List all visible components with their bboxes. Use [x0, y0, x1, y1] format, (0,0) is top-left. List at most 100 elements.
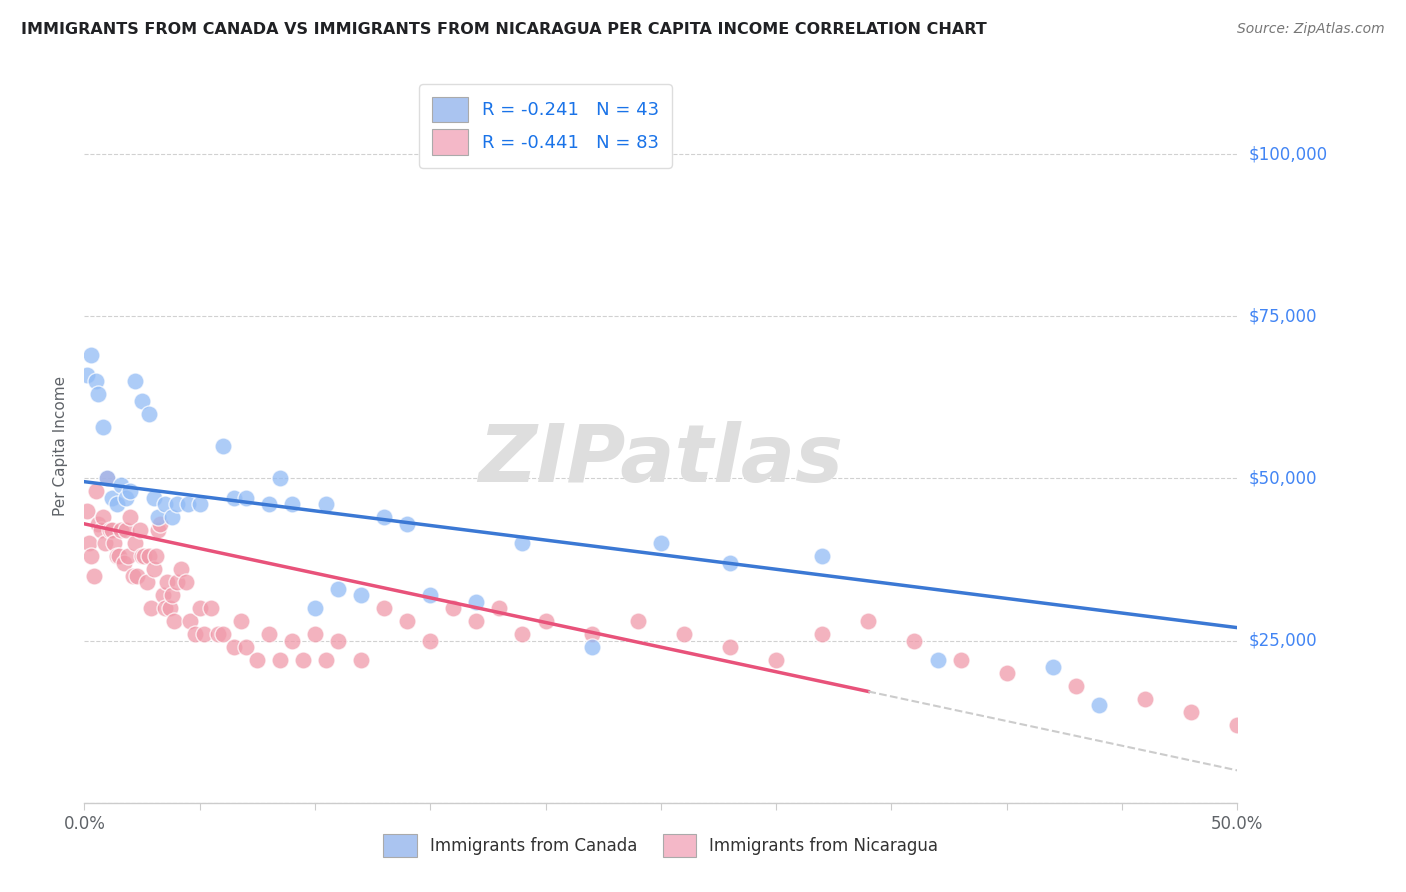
Point [396, 516, 419, 531]
Point [159, 601, 181, 615]
Point [87, 387, 110, 401]
Point [927, 653, 949, 667]
Point [211, 439, 233, 453]
Point [156, 575, 179, 590]
Point [281, 633, 304, 648]
Point [858, 614, 880, 628]
Point [77, 536, 100, 550]
Point [142, 562, 165, 576]
Point [146, 510, 169, 524]
Point [396, 614, 419, 628]
Point [193, 627, 215, 641]
Point [326, 633, 349, 648]
Point [581, 627, 603, 641]
Point [488, 601, 510, 615]
Point [84, 374, 107, 388]
Point [115, 524, 138, 538]
Point [811, 549, 834, 564]
Point [89, 524, 111, 538]
Point [184, 627, 207, 641]
Point [1064, 679, 1087, 693]
Point [101, 491, 124, 505]
Point [91, 510, 114, 524]
Point [131, 393, 153, 408]
Point [304, 601, 326, 615]
Point [1042, 659, 1064, 673]
Point [138, 549, 160, 564]
Point [949, 653, 972, 667]
Point [350, 588, 373, 602]
Point [207, 627, 229, 641]
Point [235, 640, 257, 654]
Text: $100,000: $100,000 [1249, 145, 1327, 163]
Point [211, 627, 233, 641]
Point [441, 601, 464, 615]
Point [153, 601, 176, 615]
Point [281, 497, 304, 511]
Point [127, 568, 149, 582]
Point [142, 491, 165, 505]
Point [121, 568, 143, 582]
Point [512, 627, 534, 641]
Point [146, 524, 169, 538]
Point [112, 556, 135, 570]
Point [419, 588, 441, 602]
Point [326, 582, 349, 596]
Point [304, 627, 326, 641]
Point [101, 524, 124, 538]
Point [141, 601, 163, 615]
Point [257, 497, 280, 511]
Point [581, 640, 603, 654]
Point [131, 549, 153, 564]
Point [650, 536, 672, 550]
Point [718, 556, 741, 570]
Point [80, 348, 103, 362]
Point [269, 471, 291, 485]
Point [170, 562, 193, 576]
Point [534, 614, 557, 628]
Point [160, 510, 183, 524]
Point [269, 653, 291, 667]
Point [94, 536, 117, 550]
Text: $25,000: $25,000 [1249, 632, 1317, 649]
Point [315, 497, 337, 511]
Point [166, 497, 188, 511]
Point [224, 640, 246, 654]
Point [110, 524, 132, 538]
Point [200, 601, 222, 615]
Text: ZIPatlas: ZIPatlas [478, 421, 844, 500]
Point [115, 491, 138, 505]
Point [465, 595, 488, 609]
Point [1180, 705, 1202, 719]
Point [292, 653, 315, 667]
Point [174, 575, 197, 590]
Point [465, 614, 488, 628]
Point [98, 524, 121, 538]
Point [105, 549, 128, 564]
Point [627, 614, 650, 628]
Point [110, 478, 132, 492]
Point [1226, 718, 1249, 732]
Point [134, 549, 156, 564]
Text: IMMIGRANTS FROM CANADA VS IMMIGRANTS FROM NICARAGUA PER CAPITA INCOME CORRELATIO: IMMIGRANTS FROM CANADA VS IMMIGRANTS FRO… [21, 22, 987, 37]
Point [179, 614, 201, 628]
Point [995, 666, 1018, 681]
Point [188, 601, 211, 615]
Point [177, 497, 200, 511]
Point [350, 653, 373, 667]
Point [80, 549, 103, 564]
Point [235, 491, 257, 505]
Point [103, 536, 125, 550]
Point [120, 510, 142, 524]
Text: $75,000: $75,000 [1249, 307, 1317, 326]
Point [76, 504, 98, 518]
Point [135, 575, 157, 590]
Point [166, 575, 188, 590]
Point [160, 588, 183, 602]
Point [257, 627, 280, 641]
Point [153, 497, 176, 511]
Point [231, 614, 253, 628]
Point [152, 588, 174, 602]
Point [1088, 698, 1111, 713]
Point [718, 640, 741, 654]
